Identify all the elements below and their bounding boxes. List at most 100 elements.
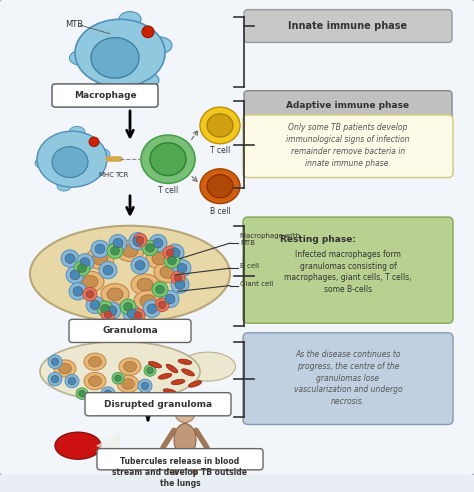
Circle shape	[100, 305, 109, 313]
Ellipse shape	[37, 131, 107, 187]
Circle shape	[76, 388, 88, 400]
Circle shape	[113, 238, 123, 248]
Text: MTB: MTB	[65, 20, 83, 29]
Circle shape	[171, 276, 189, 293]
Circle shape	[68, 377, 76, 385]
Ellipse shape	[152, 252, 168, 265]
Ellipse shape	[30, 226, 230, 322]
Circle shape	[142, 26, 154, 37]
Polygon shape	[96, 432, 120, 459]
Circle shape	[65, 374, 79, 388]
Ellipse shape	[182, 369, 194, 376]
FancyBboxPatch shape	[69, 319, 191, 342]
Ellipse shape	[75, 19, 165, 87]
Ellipse shape	[181, 352, 236, 381]
Text: Only some TB patients develop
immunological signs of infection
remainder remove : Only some TB patients develop immunologi…	[286, 123, 410, 168]
Text: B cell: B cell	[210, 207, 230, 216]
Text: Tubercules release in blood
stream and develop TB outside
the lungs: Tubercules release in blood stream and d…	[112, 457, 247, 489]
Ellipse shape	[137, 278, 153, 291]
FancyBboxPatch shape	[52, 84, 158, 107]
Circle shape	[171, 271, 185, 284]
Ellipse shape	[95, 80, 115, 93]
Circle shape	[143, 300, 161, 317]
Circle shape	[74, 260, 90, 276]
Circle shape	[51, 358, 59, 366]
Ellipse shape	[40, 341, 200, 401]
Circle shape	[86, 291, 94, 298]
Ellipse shape	[140, 295, 156, 308]
Text: Macrophage with
MTB: Macrophage with MTB	[240, 233, 300, 246]
Text: T cell: T cell	[158, 185, 178, 194]
Circle shape	[76, 254, 94, 271]
Ellipse shape	[57, 182, 71, 191]
Text: Disrupted granuloma: Disrupted granuloma	[104, 400, 212, 409]
Text: As the disease continues to
progress, the centre of the
granulomas lose
vascular: As the disease continues to progress, th…	[294, 350, 402, 406]
Circle shape	[170, 248, 180, 257]
Circle shape	[155, 285, 164, 294]
Circle shape	[66, 266, 84, 284]
Circle shape	[146, 244, 155, 252]
Ellipse shape	[70, 50, 94, 65]
Text: Giant cell: Giant cell	[240, 280, 273, 287]
Ellipse shape	[174, 424, 196, 456]
Circle shape	[161, 290, 179, 308]
Circle shape	[153, 238, 163, 248]
Circle shape	[131, 257, 149, 274]
Circle shape	[134, 312, 142, 319]
Circle shape	[86, 296, 104, 313]
Circle shape	[173, 259, 191, 277]
FancyBboxPatch shape	[243, 217, 453, 323]
Circle shape	[83, 287, 97, 301]
Ellipse shape	[52, 147, 88, 178]
Circle shape	[158, 301, 166, 308]
Ellipse shape	[117, 375, 139, 393]
Ellipse shape	[84, 353, 106, 370]
Circle shape	[91, 240, 109, 258]
FancyBboxPatch shape	[85, 393, 231, 416]
Ellipse shape	[119, 12, 141, 27]
Circle shape	[104, 390, 112, 398]
Ellipse shape	[55, 432, 101, 459]
Circle shape	[138, 379, 152, 393]
Circle shape	[155, 298, 169, 311]
Circle shape	[90, 300, 100, 309]
FancyBboxPatch shape	[0, 0, 474, 477]
Ellipse shape	[207, 114, 233, 137]
Circle shape	[133, 237, 143, 246]
Circle shape	[65, 254, 75, 263]
Circle shape	[112, 372, 124, 384]
Ellipse shape	[86, 248, 114, 269]
Ellipse shape	[163, 389, 177, 395]
Circle shape	[89, 137, 99, 147]
Ellipse shape	[84, 372, 106, 390]
Ellipse shape	[89, 376, 101, 386]
Circle shape	[177, 263, 187, 273]
Ellipse shape	[200, 169, 240, 204]
Ellipse shape	[158, 373, 172, 379]
Ellipse shape	[90, 148, 110, 160]
Circle shape	[70, 270, 80, 280]
Circle shape	[73, 286, 83, 296]
Circle shape	[61, 250, 79, 267]
Circle shape	[79, 391, 85, 397]
Circle shape	[136, 237, 144, 244]
Ellipse shape	[160, 266, 176, 278]
Ellipse shape	[178, 359, 192, 365]
Circle shape	[48, 355, 62, 369]
Ellipse shape	[207, 175, 233, 198]
Circle shape	[115, 375, 121, 381]
FancyBboxPatch shape	[243, 115, 453, 178]
Circle shape	[174, 274, 182, 281]
Ellipse shape	[92, 252, 108, 265]
FancyBboxPatch shape	[244, 10, 452, 42]
Ellipse shape	[144, 37, 172, 54]
Circle shape	[104, 311, 112, 318]
Ellipse shape	[188, 381, 201, 387]
Circle shape	[149, 234, 167, 252]
Ellipse shape	[124, 361, 137, 372]
Circle shape	[101, 308, 115, 321]
Circle shape	[107, 243, 123, 259]
Ellipse shape	[76, 271, 104, 292]
Ellipse shape	[200, 107, 240, 144]
Circle shape	[166, 249, 174, 256]
